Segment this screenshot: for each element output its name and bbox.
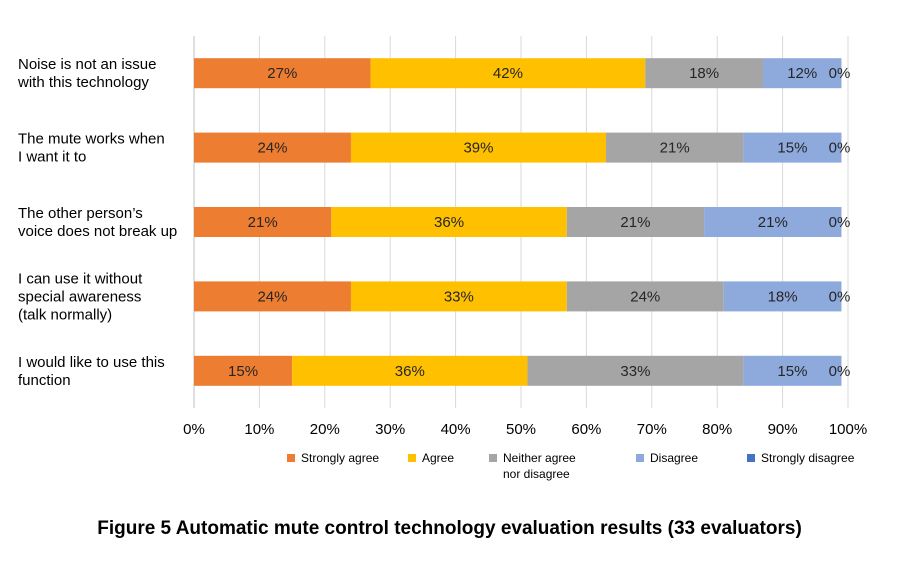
data-label: 21% (660, 140, 690, 157)
figure-caption: Figure 5 Automatic mute control technolo… (97, 518, 802, 539)
category-label-line: (talk normally) (18, 306, 112, 323)
bar-segment (370, 58, 646, 89)
bar-segment (194, 355, 293, 386)
category-label-line: special awareness (18, 288, 141, 305)
data-label: 0% (829, 65, 851, 82)
data-label: 33% (444, 288, 474, 305)
bar-segment (743, 355, 842, 386)
category-labels: Noise is not an issue with this technolog… (17, 56, 177, 389)
data-label: 39% (463, 140, 493, 157)
data-label: 15% (228, 363, 258, 380)
x-tick-label: 40% (441, 421, 471, 438)
data-label: 42% (493, 65, 523, 82)
category-label-line: I want it to (18, 149, 86, 166)
category-label-line: Noise is not an issue (18, 56, 156, 73)
data-label: 0% (829, 214, 851, 231)
category-label-line: I can use it without (18, 270, 143, 287)
data-label: 12% (787, 65, 817, 82)
bar-segment (194, 58, 371, 89)
legend-label: Neither agree nor disagree (503, 451, 576, 481)
legend-label-line: Disagree (650, 451, 698, 465)
data-label: 21% (248, 214, 278, 231)
x-axis-tick-labels: 0% 10% 20% 30% 40% 50% 60% 70% 80% 90% 100% (183, 421, 867, 438)
x-tick-label: 30% (375, 421, 405, 438)
category-label-line: voice does not break up (18, 223, 177, 240)
bar-segment (723, 281, 842, 312)
bar-segment (194, 132, 351, 163)
bar-segment (292, 355, 528, 386)
legend-swatch (489, 454, 497, 462)
legend-label: Agree (422, 451, 454, 465)
bar-segment (527, 355, 744, 386)
x-tick-label: 90% (768, 421, 798, 438)
bar-segment (743, 132, 842, 163)
data-label: 24% (257, 288, 287, 305)
legend-label-line: Neither agree (503, 451, 576, 465)
category-label: The mute works when I want it to (18, 131, 165, 166)
legend-swatch (287, 454, 295, 462)
bar-segment (566, 281, 724, 312)
legend-label-line: nor disagree (503, 467, 570, 481)
category-label: The other person’s voice does not break u… (18, 205, 177, 240)
legend-label: Strongly agree (301, 451, 379, 465)
legend-swatch (636, 454, 644, 462)
data-label: 27% (267, 65, 297, 82)
data-label: 24% (257, 140, 287, 157)
category-label: Noise is not an issue with this technolog… (17, 56, 156, 91)
data-label: 33% (620, 363, 650, 380)
bar-segment (762, 58, 842, 89)
legend-swatch (747, 454, 755, 462)
x-tick-label: 20% (310, 421, 340, 438)
bar-segment (704, 207, 842, 237)
legend-label: Disagree (650, 451, 698, 465)
data-label: 24% (630, 288, 660, 305)
x-tick-label: 80% (702, 421, 732, 438)
category-label-line: I would like to use this (18, 354, 165, 371)
bar-segment (194, 281, 351, 312)
bar-segment (606, 132, 744, 163)
legend-label-line: Agree (422, 451, 454, 465)
data-label: 36% (395, 363, 425, 380)
legend-label: Strongly disagree (761, 451, 855, 465)
data-label: 18% (768, 288, 798, 305)
data-labels: 27% 42% 18% 12% 0% 24% 39% 21% 15% 0% 21% 36% 21% 21%… (228, 65, 850, 380)
x-tick-label: 10% (244, 421, 274, 438)
x-tick-label: 100% (829, 421, 867, 438)
bar-segment (566, 207, 705, 237)
data-label: 15% (777, 140, 807, 157)
legend-swatch (408, 454, 416, 462)
legend-label-line: Strongly disagree (761, 451, 855, 465)
category-label-line: function (18, 372, 71, 389)
bars (194, 58, 842, 386)
data-label: 0% (829, 140, 851, 157)
x-tick-label: 70% (637, 421, 667, 438)
category-label-line: with this technology (17, 74, 149, 91)
data-label: 21% (620, 214, 650, 231)
data-label: 0% (829, 288, 851, 305)
bar-segment (194, 207, 332, 237)
data-label: 18% (689, 65, 719, 82)
data-label: 21% (758, 214, 788, 231)
data-label: 0% (829, 363, 851, 380)
data-label: 15% (777, 363, 807, 380)
bar-segment (331, 207, 567, 237)
category-label: I can use it without special awareness (ta… (18, 270, 143, 323)
category-label-line: The mute works when (18, 131, 165, 148)
legend: Strongly agree Agree Neither agree nor disa… (287, 451, 855, 481)
x-tick-label: 60% (571, 421, 601, 438)
x-tick-label: 0% (183, 421, 205, 438)
category-label-line: The other person’s (18, 205, 143, 222)
bar-segment (645, 58, 763, 89)
x-tick-label: 50% (506, 421, 536, 438)
legend-label-line: Strongly agree (301, 451, 379, 465)
bar-segment (350, 132, 607, 163)
category-label: I would like to use this function (18, 354, 165, 389)
data-label: 36% (434, 214, 464, 231)
bar-segment (350, 281, 567, 312)
